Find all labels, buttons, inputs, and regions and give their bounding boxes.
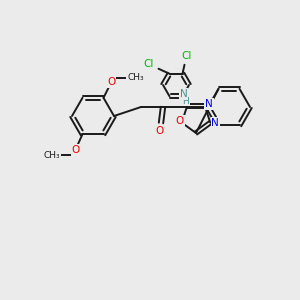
Text: N: N xyxy=(180,89,188,99)
Text: H: H xyxy=(182,97,189,106)
Text: O: O xyxy=(176,116,184,126)
Text: O: O xyxy=(71,145,80,155)
Text: Cl: Cl xyxy=(181,51,192,61)
Text: O: O xyxy=(107,77,116,87)
Text: Cl: Cl xyxy=(143,59,154,69)
Text: CH₃: CH₃ xyxy=(127,73,144,82)
Text: N: N xyxy=(205,99,213,109)
Text: O: O xyxy=(156,126,164,136)
Text: CH₃: CH₃ xyxy=(43,151,60,160)
Text: N: N xyxy=(212,118,219,128)
